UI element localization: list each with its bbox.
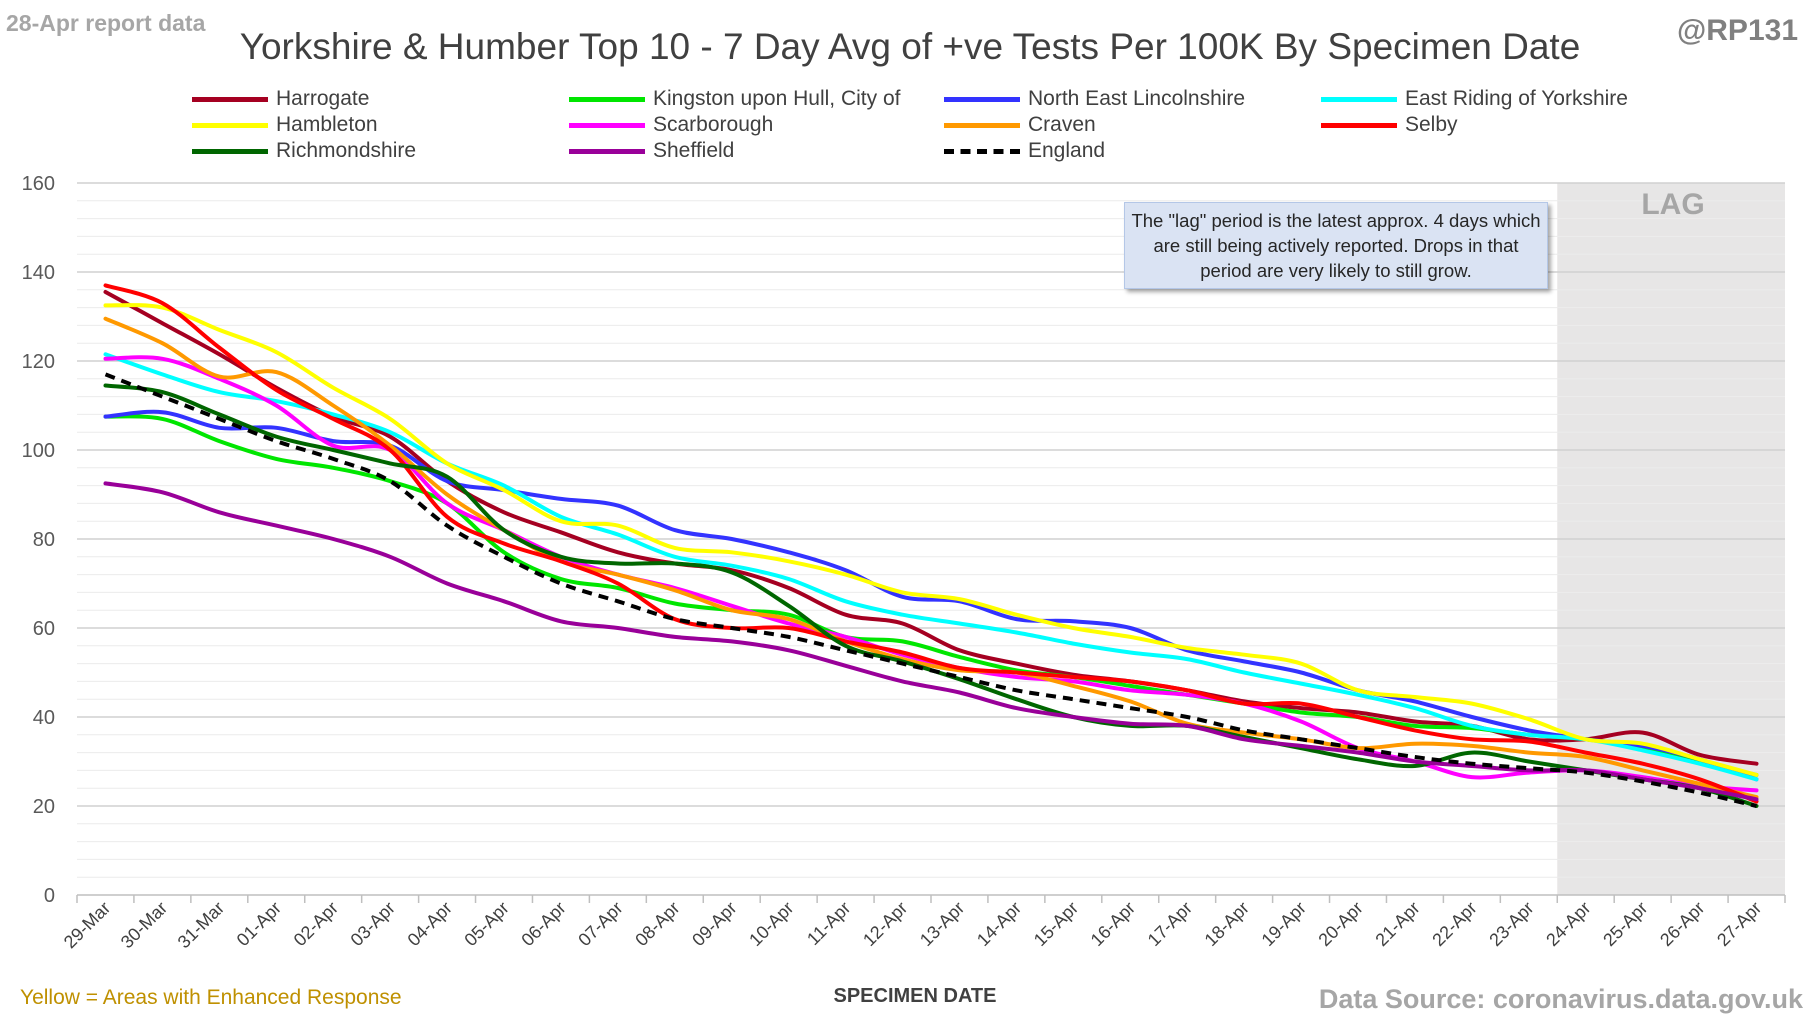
x-tick-label: 24-Apr (1542, 898, 1594, 950)
y-tick-label: 140 (22, 262, 55, 284)
y-tick-label: 60 (33, 618, 55, 640)
x-tick-label: 17-Apr (1144, 898, 1196, 950)
data-source: Data Source: coronavirus.data.gov.uk (1318, 984, 1803, 1014)
legend-item: Craven (944, 112, 1096, 138)
legend-swatch (1321, 96, 1397, 102)
series-line-sheffield (103, 481, 1759, 802)
author-handle: @RP131 (1677, 14, 1798, 47)
legend-item: Kingston upon Hull, City of (569, 86, 900, 112)
x-tick-label: 27-Apr (1713, 898, 1765, 950)
legend-item: Scarborough (569, 112, 773, 138)
x-tick-label: 08-Apr (631, 898, 683, 950)
x-tick-label: 10-Apr (745, 898, 797, 950)
y-tick-label: 0 (44, 885, 55, 907)
x-tick-label: 23-Apr (1485, 898, 1537, 950)
x-axis-title: SPECIMEN DATE (833, 985, 997, 1007)
legend-swatch (569, 96, 645, 102)
y-tick-labels: 0 20 40 60 80 100 120 140 160 (22, 173, 55, 907)
legend-label: Scarborough (653, 113, 774, 136)
series-line-east-riding-of-yorkshire (103, 352, 1759, 782)
x-tick-label: 16-Apr (1087, 898, 1139, 950)
report-date-note: 28-Apr report data (6, 10, 206, 36)
legend-item: Richmondshire (192, 138, 416, 164)
x-tick-label: 14-Apr (973, 898, 1025, 950)
series-line-craven (103, 316, 1759, 800)
legend-item: Harrogate (192, 86, 369, 112)
x-tick-label: 12-Apr (859, 898, 911, 950)
lag-note-box: The "lag" period is the latest approx. 4… (1124, 202, 1548, 289)
x-tick-label: 13-Apr (916, 898, 968, 950)
y-tick-label: 20 (33, 796, 55, 818)
series-line-england (104, 372, 1757, 808)
legend-label: Sheffield (653, 139, 735, 162)
x-tick-label: 22-Apr (1428, 898, 1480, 950)
x-tick-label: 06-Apr (517, 898, 569, 950)
series-line-selby (103, 283, 1759, 804)
legend-item: East Riding of Yorkshire (1321, 86, 1628, 112)
legend-label: Selby (1405, 113, 1458, 136)
enhanced-response-note: Yellow = Areas with Enhanced Response (20, 986, 402, 1009)
x-tick-label: 26-Apr (1656, 898, 1708, 950)
x-tick-label: 03-Apr (347, 898, 399, 950)
x-tick-label: 02-Apr (290, 898, 342, 950)
y-tick-label: 40 (33, 707, 55, 729)
legend-swatch (569, 122, 645, 128)
x-tick-label: 18-Apr (1201, 898, 1253, 950)
y-tick-label: 100 (22, 440, 55, 462)
x-tick-label: 25-Apr (1599, 898, 1651, 950)
legend-label: Harrogate (276, 87, 370, 110)
legend-swatch (192, 148, 268, 154)
y-tick-label: 160 (22, 173, 55, 195)
chart-title: Yorkshire & Humber Top 10 - 7 Day Avg of… (239, 26, 1581, 67)
legend-label: North East Lincolnshire (1028, 87, 1246, 110)
legend-swatch (944, 122, 1020, 128)
series-lines (103, 283, 1759, 808)
x-tick-labels: 29-Mar 30-Mar 31-Mar 01-Apr 02-Apr 03-Apr 04-A… (60, 898, 1766, 952)
legend-swatch (569, 148, 645, 154)
series-line-harrogate (103, 290, 1759, 766)
x-tick-label: 04-Apr (404, 898, 456, 950)
legend-label: Kingston upon Hull, City of (653, 87, 901, 110)
series-line-hambleton (103, 303, 1759, 777)
x-tick-label: 07-Apr (574, 898, 626, 950)
legend-label: East Riding of Yorkshire (1405, 87, 1628, 110)
x-tick-label: 21-Apr (1371, 898, 1423, 950)
legend-swatch (1321, 122, 1397, 128)
axes (76, 894, 1786, 903)
x-tick-label: 15-Apr (1030, 898, 1082, 950)
legend-item: Sheffield (569, 138, 734, 164)
legend-item: England (944, 138, 1105, 164)
x-tick-label: 20-Apr (1314, 898, 1366, 950)
legend-item: Selby (1321, 112, 1458, 138)
legend-label: Richmondshire (276, 139, 417, 162)
x-tick-label: 09-Apr (688, 898, 740, 950)
legend-swatch (192, 122, 268, 128)
x-tick-label: 11-Apr (803, 898, 854, 949)
legend-swatch (944, 96, 1020, 102)
x-tick-label: 31-Mar (174, 898, 228, 952)
x-tick-label: 30-Mar (117, 898, 171, 952)
y-tick-label: 80 (33, 529, 55, 551)
legend-item: North East Lincolnshire (944, 86, 1245, 112)
legend-label: England (1028, 139, 1106, 162)
legend-item: Hambleton (192, 112, 378, 138)
y-tick-label: 120 (22, 351, 55, 373)
x-tick-label: 05-Apr (460, 898, 512, 950)
x-tick-label: 19-Apr (1258, 898, 1310, 950)
lag-label: LAG (1641, 188, 1705, 221)
legend-label: Craven (1028, 113, 1096, 136)
legend-swatch (944, 148, 1020, 154)
x-tick-label: 01-Apr (233, 898, 285, 950)
legend-label: Hambleton (276, 113, 378, 136)
legend-swatch (192, 96, 268, 102)
x-tick-label: 29-Mar (60, 898, 114, 952)
